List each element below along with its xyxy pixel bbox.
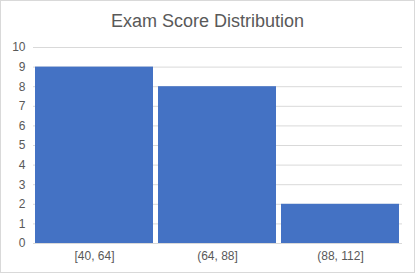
svg-text:0: 0 — [19, 236, 26, 250]
svg-text:9: 9 — [19, 60, 26, 74]
svg-text:2: 2 — [19, 197, 26, 211]
svg-text:[40, 64]: [40, 64] — [74, 249, 114, 263]
svg-text:(64, 88]: (64, 88] — [197, 249, 238, 263]
svg-text:1: 1 — [19, 217, 26, 231]
svg-text:10: 10 — [12, 40, 26, 54]
svg-text:6: 6 — [19, 119, 26, 133]
html-text:Exam Score Distribution: Exam Score Distribution — [111, 11, 304, 31]
svg-text:5: 5 — [19, 138, 26, 152]
svg-text:8: 8 — [19, 80, 26, 94]
svg-text:7: 7 — [19, 99, 26, 113]
svg-text:3: 3 — [19, 178, 26, 192]
svg-text:(88, 112]: (88, 112] — [317, 249, 363, 263]
svg-text:4: 4 — [19, 158, 26, 172]
